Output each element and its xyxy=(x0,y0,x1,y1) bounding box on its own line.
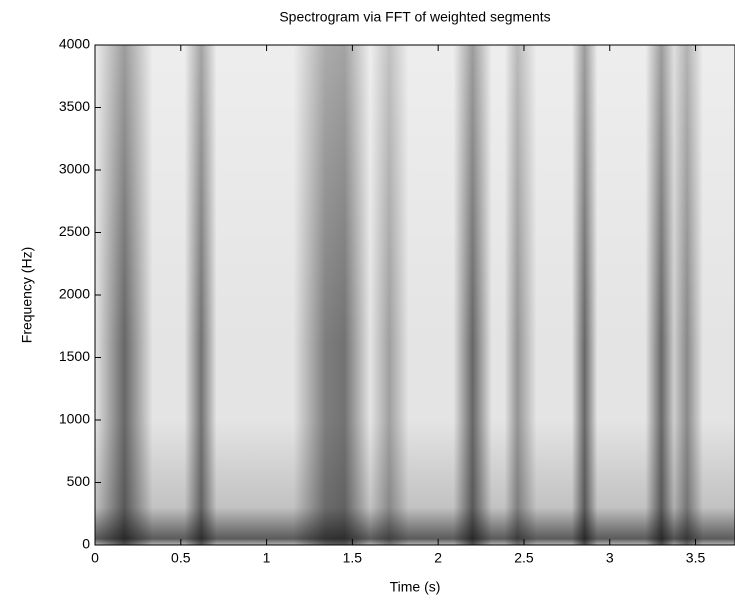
y-tick-label: 0 xyxy=(82,536,90,552)
x-tick-label: 2 xyxy=(434,550,442,566)
spectrogram-image xyxy=(95,45,735,545)
y-tick-label: 1000 xyxy=(59,411,90,427)
y-axis-label: Frequency (Hz) xyxy=(19,247,35,343)
x-tick-label: 1.5 xyxy=(343,550,363,566)
y-tick-label: 1500 xyxy=(59,348,90,364)
x-tick-label: 3.5 xyxy=(686,550,706,566)
y-tick-label: 500 xyxy=(67,473,91,489)
x-axis-label: Time (s) xyxy=(390,579,441,595)
y-tick-label: 2000 xyxy=(59,286,90,302)
y-tick-label: 2500 xyxy=(59,223,90,239)
y-tick-label: 3000 xyxy=(59,161,90,177)
x-tick-label: 3 xyxy=(606,550,614,566)
x-tick-label: 1 xyxy=(263,550,271,566)
y-tick-label: 3500 xyxy=(59,98,90,114)
chart-title: Spectrogram via FFT of weighted segments xyxy=(279,9,550,25)
y-tick-label: 4000 xyxy=(59,36,90,52)
x-tick-label: 0.5 xyxy=(171,550,191,566)
x-tick-label: 2.5 xyxy=(514,550,534,566)
x-tick-label: 0 xyxy=(91,550,99,566)
